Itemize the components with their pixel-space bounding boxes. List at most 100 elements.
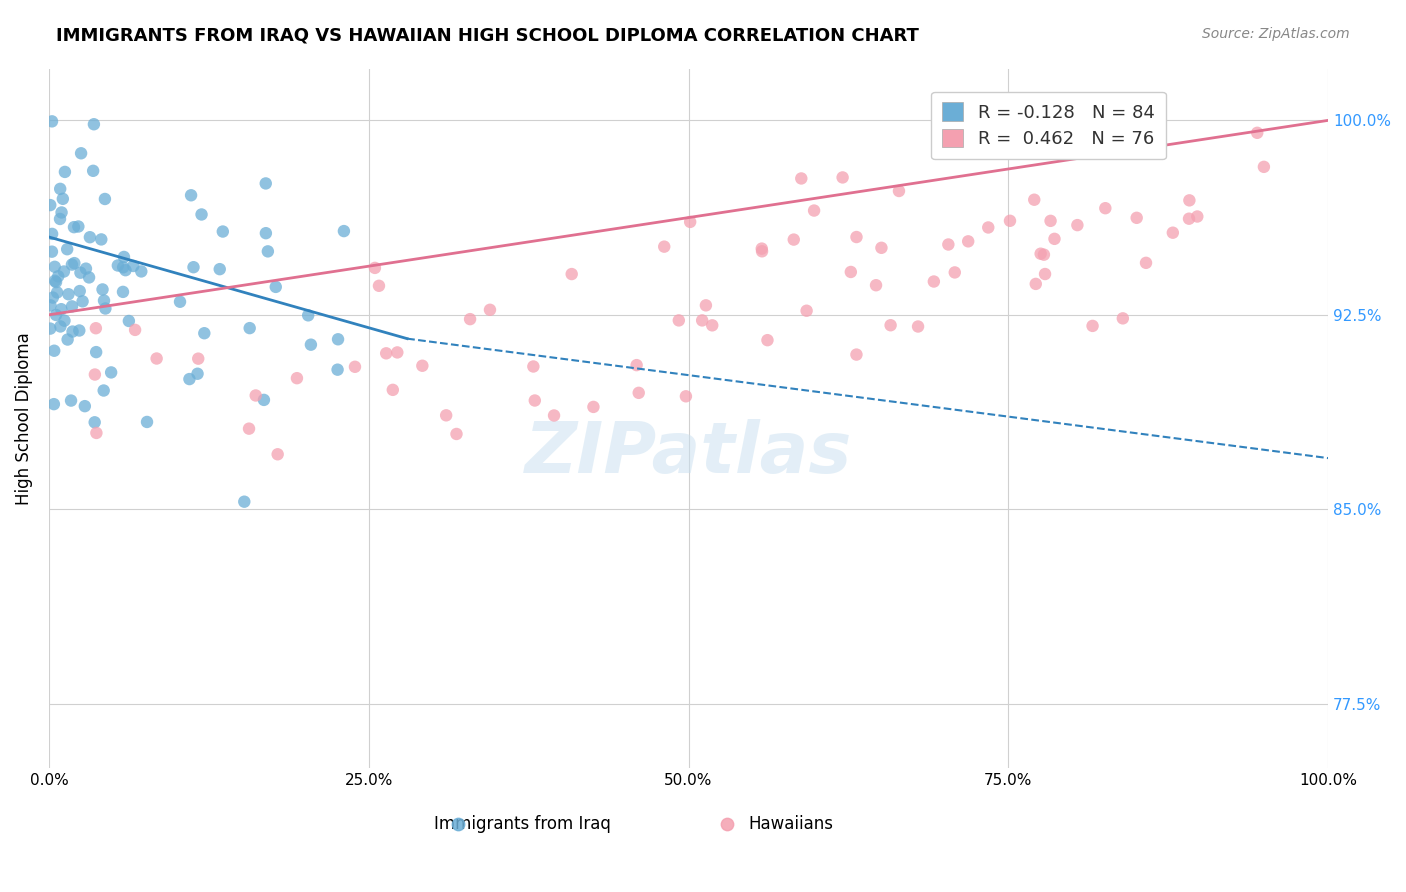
Immigrants from Iraq — [186, 367, 208, 381]
Hawaiians — [1178, 194, 1201, 208]
Hawaiians — [783, 233, 806, 247]
Immigrants from Iraq — [44, 343, 66, 358]
Hawaiians — [1024, 193, 1046, 207]
Hawaiians — [458, 312, 481, 326]
Hawaiians — [831, 170, 853, 185]
Hawaiians — [1135, 256, 1157, 270]
Hawaiians — [1081, 318, 1104, 333]
Immigrants from Iraq — [299, 337, 322, 351]
Immigrants from Iraq — [60, 299, 83, 313]
Hawaiians — [478, 302, 501, 317]
Immigrants from Iraq — [60, 393, 83, 408]
Hawaiians — [803, 203, 825, 218]
Immigrants from Iraq — [169, 294, 191, 309]
Hawaiians — [84, 321, 107, 335]
Immigrants from Iraq — [45, 275, 67, 289]
Hawaiians — [845, 348, 868, 362]
Immigrants from Iraq — [44, 274, 66, 288]
Hawaiians — [1039, 214, 1062, 228]
Immigrants from Iraq — [39, 298, 62, 312]
Hawaiians — [543, 409, 565, 423]
Immigrants from Iraq — [90, 232, 112, 246]
Immigrants from Iraq — [63, 220, 86, 235]
Immigrants from Iraq — [183, 260, 205, 275]
Immigrants from Iraq — [44, 260, 66, 274]
Immigrants from Iraq — [42, 397, 65, 411]
Immigrants from Iraq — [100, 366, 122, 380]
Hawaiians — [1125, 211, 1147, 225]
Hawaiians — [957, 235, 980, 249]
Immigrants from Iraq — [75, 261, 97, 276]
Hawaiians — [434, 409, 457, 423]
Immigrants from Iraq — [39, 321, 62, 335]
Hawaiians — [266, 447, 288, 461]
Text: IMMIGRANTS FROM IRAQ VS HAWAIIAN HIGH SCHOOL DIPLOMA CORRELATION CHART: IMMIGRANTS FROM IRAQ VS HAWAIIAN HIGH SC… — [56, 27, 920, 45]
Text: ZIPatlas: ZIPatlas — [524, 419, 852, 488]
Immigrants from Iraq — [239, 321, 262, 335]
Immigrants from Iraq — [41, 244, 63, 259]
Immigrants from Iraq — [326, 362, 349, 376]
Immigrants from Iraq — [67, 219, 90, 234]
Hawaiians — [446, 427, 468, 442]
Immigrants from Iraq — [94, 301, 117, 316]
Y-axis label: High School Diploma: High School Diploma — [15, 332, 32, 505]
Immigrants from Iraq — [333, 224, 356, 238]
Immigrants from Iraq — [51, 302, 73, 317]
Immigrants from Iraq — [53, 165, 76, 179]
Hawaiians — [675, 389, 697, 403]
Immigrants from Iraq — [193, 326, 215, 341]
Text: Immigrants from Iraq: Immigrants from Iraq — [434, 815, 610, 833]
Hawaiians — [839, 265, 862, 279]
Immigrants from Iraq — [63, 256, 86, 270]
Immigrants from Iraq — [52, 264, 75, 278]
Immigrants from Iraq — [94, 192, 117, 206]
Immigrants from Iraq — [58, 287, 80, 301]
Hawaiians — [907, 319, 929, 334]
Hawaiians — [922, 275, 945, 289]
Immigrants from Iraq — [62, 325, 84, 339]
Hawaiians — [364, 260, 387, 275]
Hawaiians — [796, 303, 818, 318]
Hawaiians — [238, 422, 260, 436]
Hawaiians — [845, 230, 868, 244]
Immigrants from Iraq — [45, 308, 67, 322]
Hawaiians — [1029, 246, 1052, 260]
Immigrants from Iraq — [257, 244, 280, 259]
Immigrants from Iraq — [254, 177, 277, 191]
Immigrants from Iraq — [39, 198, 62, 212]
Hawaiians — [145, 351, 167, 366]
Immigrants from Iraq — [46, 285, 69, 300]
Hawaiians — [582, 400, 605, 414]
Immigrants from Iraq — [83, 117, 105, 131]
Immigrants from Iraq — [49, 319, 72, 334]
Immigrants from Iraq — [122, 259, 145, 273]
Immigrants from Iraq — [73, 399, 96, 413]
Immigrants from Iraq — [79, 230, 101, 244]
Hawaiians — [411, 359, 433, 373]
Hawaiians — [751, 244, 773, 259]
Hawaiians — [626, 358, 648, 372]
Immigrants from Iraq — [83, 415, 105, 429]
Hawaiians — [865, 278, 887, 293]
Hawaiians — [1033, 267, 1056, 281]
Immigrants from Iraq — [60, 258, 83, 272]
Hawaiians — [343, 359, 366, 374]
Hawaiians — [1043, 232, 1066, 246]
Text: Source: ZipAtlas.com: Source: ZipAtlas.com — [1202, 27, 1350, 41]
Hawaiians — [1187, 210, 1209, 224]
Hawaiians — [1253, 160, 1275, 174]
Immigrants from Iraq — [77, 270, 100, 285]
Immigrants from Iraq — [46, 269, 69, 284]
Immigrants from Iraq — [82, 163, 104, 178]
Immigrants from Iraq — [93, 293, 115, 308]
Hawaiians — [695, 298, 717, 312]
Immigrants from Iraq — [179, 372, 201, 386]
Immigrants from Iraq — [56, 333, 79, 347]
Immigrants from Iraq — [112, 260, 135, 275]
Hawaiians — [668, 313, 690, 327]
Immigrants from Iraq — [72, 294, 94, 309]
Hawaiians — [1112, 311, 1135, 326]
Immigrants from Iraq — [49, 211, 72, 226]
Hawaiians — [751, 242, 773, 256]
Immigrants from Iraq — [52, 192, 75, 206]
